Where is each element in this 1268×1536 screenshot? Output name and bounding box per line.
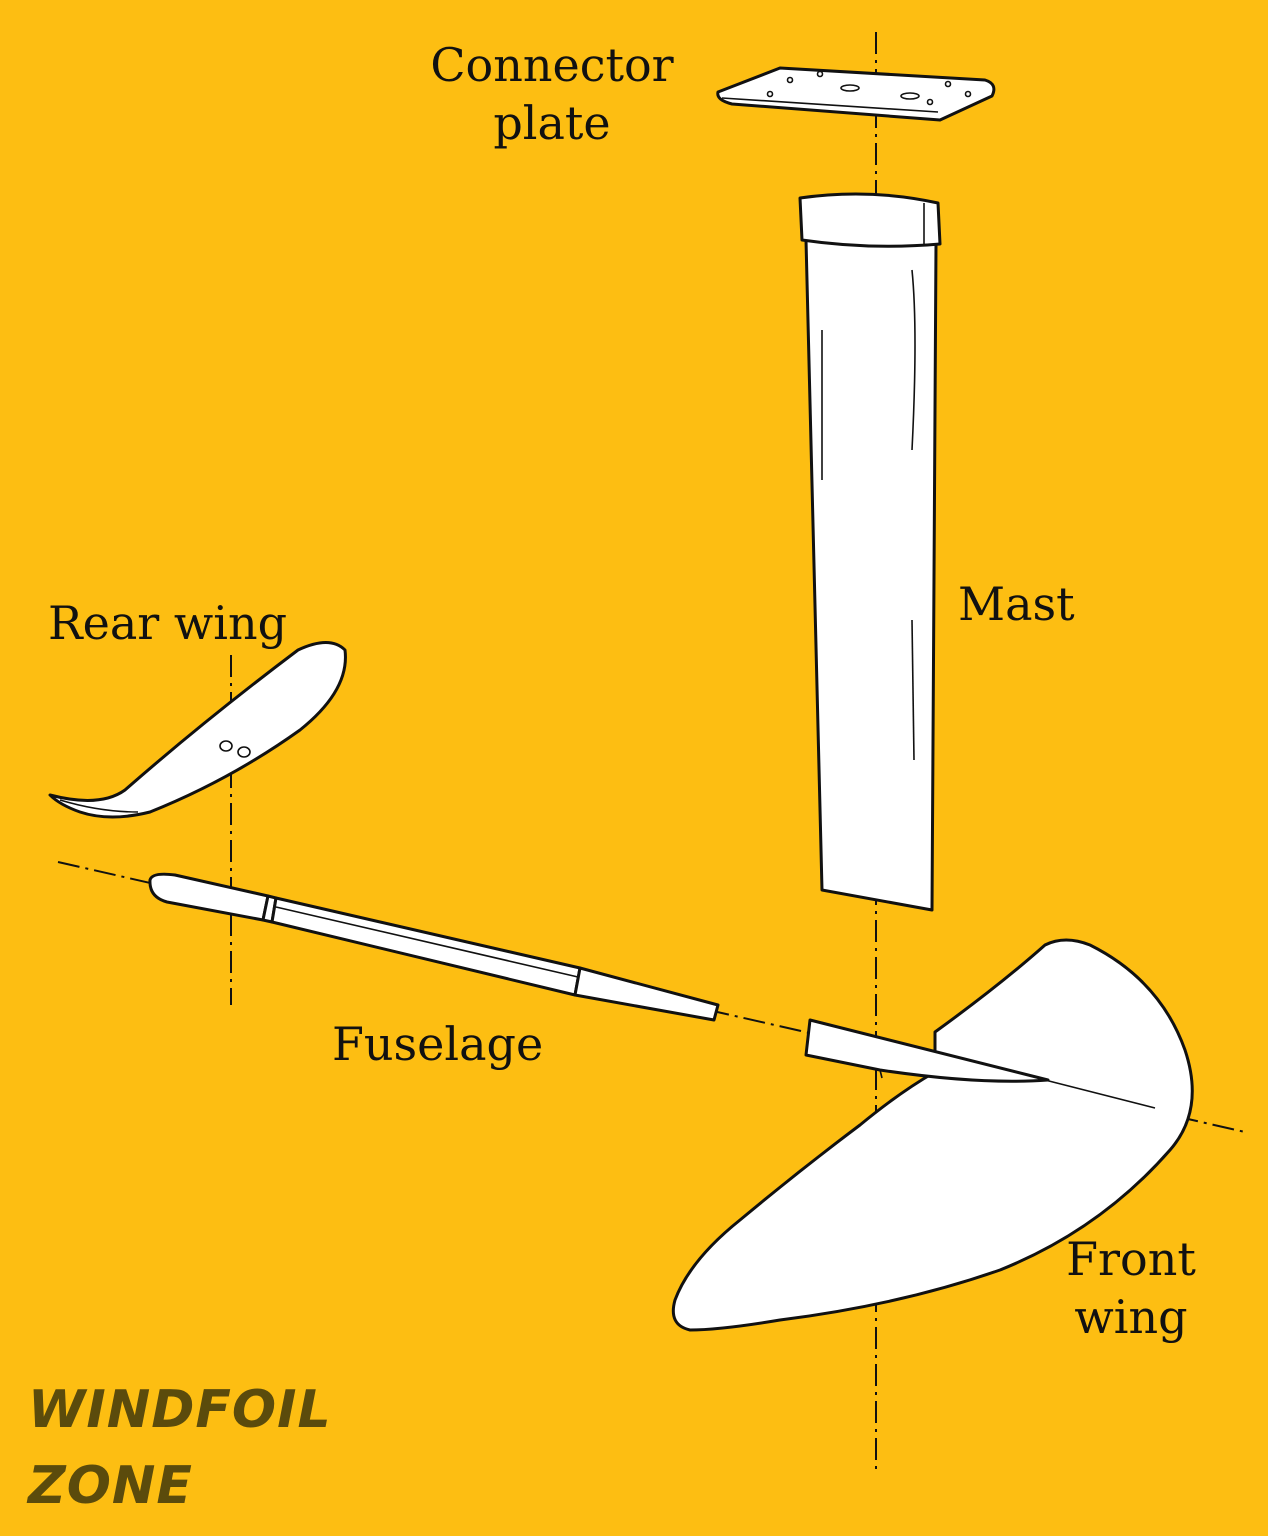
- front-wing-label: Front wing: [1058, 1230, 1204, 1346]
- front-wing-label-line2: wing: [1074, 1290, 1188, 1344]
- mast-label: Mast: [958, 577, 1075, 631]
- fuselage-part: [148, 872, 720, 1022]
- connector-plate-label: Connector plate: [420, 36, 684, 152]
- front-wing-label-line1: Front: [1066, 1232, 1196, 1286]
- mast-part: [798, 192, 942, 912]
- fuselage-label: Fuselage: [332, 1017, 544, 1071]
- front-wing-part: [671, 938, 1194, 1332]
- rear-wing-label: Rear wing: [48, 596, 288, 650]
- windfoil-zone-logo-line1: WINDFOIL: [28, 1380, 332, 1440]
- connector-plate: [716, 66, 996, 122]
- rear-wing-part: [48, 641, 347, 819]
- windfoil-zone-logo-line2: ZONE: [28, 1456, 193, 1516]
- connector-plate-label-line2: plate: [493, 96, 611, 150]
- connector-plate-label-line1: Connector: [430, 38, 674, 92]
